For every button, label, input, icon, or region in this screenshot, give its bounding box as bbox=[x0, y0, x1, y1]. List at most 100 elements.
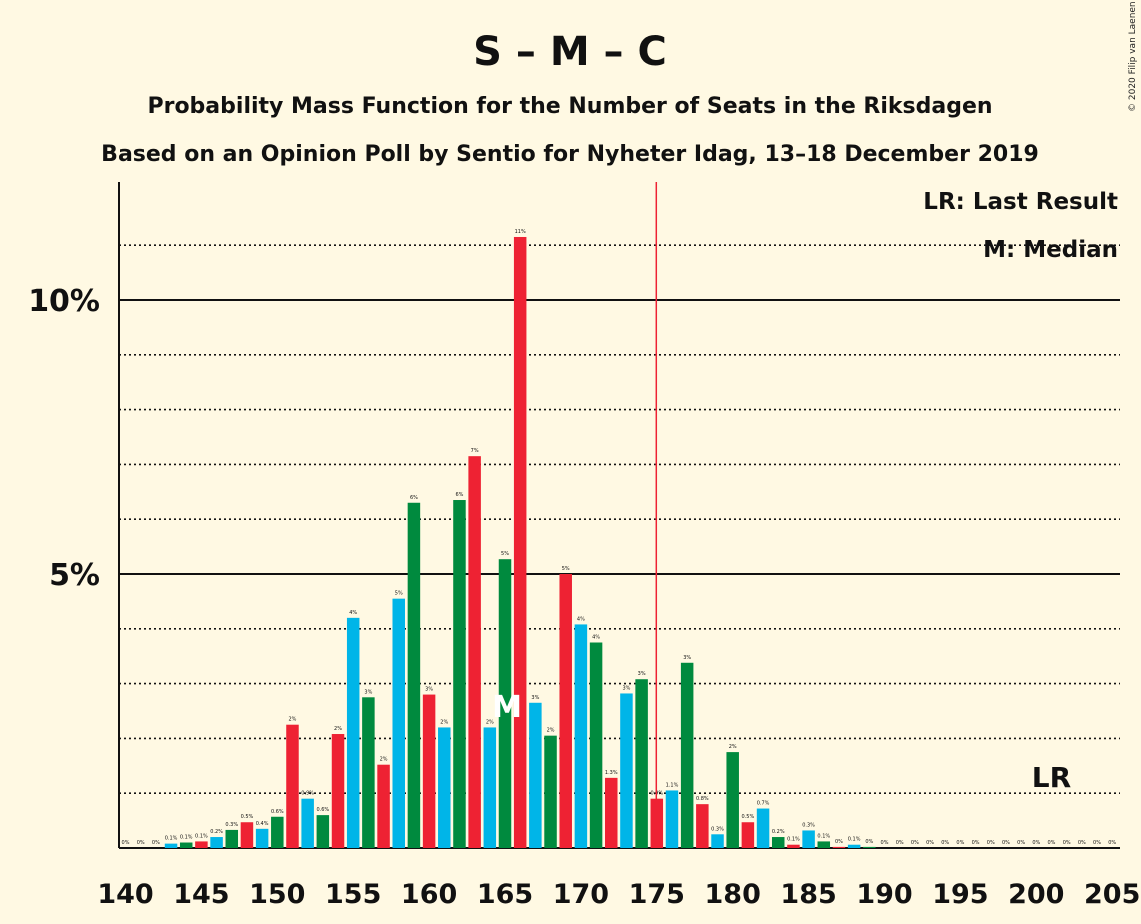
bar-seat-165 bbox=[498, 559, 512, 848]
bar-label-seat-181: 0.5% bbox=[742, 814, 755, 820]
bar-label-seat-145: 0.1% bbox=[195, 833, 208, 839]
bar-seat-149 bbox=[255, 828, 269, 848]
bar-label-seat-165: 5% bbox=[501, 551, 509, 557]
last-result-marker: LR bbox=[1032, 761, 1071, 794]
bar-label-seat-164: 2% bbox=[486, 719, 494, 725]
bar-seat-171 bbox=[589, 642, 603, 848]
bar-seat-174 bbox=[635, 679, 648, 848]
bar-label-seat-205: 0% bbox=[1108, 840, 1116, 846]
bar-seat-184 bbox=[787, 844, 800, 848]
bar-seat-169 bbox=[559, 574, 572, 848]
bar-seat-181 bbox=[741, 822, 755, 848]
x-tick-label: 145 bbox=[173, 879, 229, 910]
bar-seat-188 bbox=[847, 844, 861, 848]
x-tick-label: 160 bbox=[401, 879, 457, 910]
bar-label-seat-193: 0% bbox=[926, 840, 934, 846]
bar-label-seat-171: 4% bbox=[592, 635, 600, 641]
bar-label-seat-161: 2% bbox=[440, 719, 448, 725]
bar-seat-150 bbox=[271, 816, 284, 848]
bar-label-seat-166: 11% bbox=[515, 229, 526, 235]
bar-label-seat-197: 0% bbox=[987, 840, 995, 846]
y-axis-ticks: 5% 10% bbox=[28, 284, 100, 593]
bar-seat-189 bbox=[863, 846, 876, 848]
bar-label-seat-182: 0.7% bbox=[757, 801, 770, 807]
bar-seat-185 bbox=[802, 830, 815, 848]
median-marker: M bbox=[492, 690, 522, 725]
bar-label-seat-178: 0.8% bbox=[696, 796, 709, 802]
bar-seat-146 bbox=[210, 837, 223, 848]
bar-label-seat-201: 0% bbox=[1048, 840, 1056, 846]
bar-seat-143 bbox=[164, 843, 178, 848]
bar-label-seat-143: 0.1% bbox=[165, 836, 178, 842]
bars-group bbox=[164, 236, 876, 849]
bar-seat-158 bbox=[392, 598, 405, 848]
bar-seat-144 bbox=[179, 842, 193, 848]
bar-seat-148 bbox=[240, 822, 254, 848]
bar-value-labels: 0% 0% 0%0.1% 0.1% 0.1%0.2%0.3%0.5%0.4%0.6%2%… bbox=[122, 229, 1117, 846]
bar-label-seat-149: 0.4% bbox=[256, 821, 269, 827]
bar-label-seat-195: 0% bbox=[956, 840, 964, 846]
x-tick-label: 195 bbox=[932, 879, 988, 910]
bar-label-seat-184: 0.1% bbox=[787, 837, 800, 843]
bar-label-seat-141: 0% bbox=[137, 840, 145, 846]
bar-seat-182 bbox=[756, 808, 770, 848]
bar-label-seat-188: 0.1% bbox=[848, 837, 861, 843]
bar-seat-166 bbox=[513, 236, 527, 849]
x-tick-label: 205 bbox=[1084, 879, 1140, 910]
bar-label-seat-192: 0% bbox=[911, 840, 919, 846]
x-tick-label: 150 bbox=[249, 879, 305, 910]
bar-seat-151 bbox=[286, 724, 299, 848]
chart-title: S – M – C bbox=[473, 29, 667, 75]
bar-label-seat-177: 3% bbox=[683, 655, 691, 661]
bar-seat-163 bbox=[468, 456, 481, 848]
x-tick-label: 155 bbox=[325, 879, 381, 910]
copyright-credit: © 2020 Filip van Laenen bbox=[1128, 1, 1138, 112]
bar-label-seat-174: 3% bbox=[638, 671, 646, 677]
bar-seat-177 bbox=[680, 662, 694, 848]
x-tick-label: 190 bbox=[856, 879, 912, 910]
x-tick-label: 180 bbox=[705, 879, 761, 910]
x-axis-ticks: 140 145 150 155 160 165 170 175 180 185 190 195 200 2… bbox=[97, 879, 1140, 910]
bar-label-seat-198: 0% bbox=[1002, 840, 1010, 846]
bar-label-seat-150: 0.6% bbox=[271, 809, 284, 815]
bar-label-seat-154: 2% bbox=[334, 726, 342, 732]
bar-label-seat-194: 0% bbox=[941, 840, 949, 846]
bar-label-seat-176: 1.1% bbox=[666, 782, 679, 788]
grid-lines bbox=[119, 244, 1120, 849]
bar-label-seat-140: 0% bbox=[122, 840, 130, 846]
bar-seat-179 bbox=[711, 834, 724, 848]
bar-label-seat-142: 0% bbox=[152, 840, 160, 846]
x-tick-label: 185 bbox=[780, 879, 836, 910]
x-tick-label: 140 bbox=[97, 879, 153, 910]
legend-entry-last-result: LR: Last Result bbox=[923, 189, 1118, 215]
bar-label-seat-148: 0.5% bbox=[241, 814, 254, 820]
bar-label-seat-187: 0% bbox=[835, 839, 843, 845]
bar-label-seat-151: 2% bbox=[289, 717, 297, 723]
bar-label-seat-160: 3% bbox=[425, 687, 433, 693]
bar-seat-180 bbox=[726, 752, 739, 848]
bar-label-seat-168: 2% bbox=[547, 728, 555, 734]
bar-seat-155 bbox=[346, 617, 360, 848]
bar-seat-168 bbox=[544, 735, 557, 848]
y-tick-label: 5% bbox=[49, 558, 100, 593]
bar-label-seat-191: 0% bbox=[896, 840, 904, 846]
bar-label-seat-190: 0% bbox=[881, 840, 889, 846]
bar-seat-147 bbox=[225, 829, 239, 848]
bar-seat-170 bbox=[574, 624, 588, 848]
bar-seat-167 bbox=[529, 702, 542, 848]
bar-label-seat-196: 0% bbox=[972, 840, 980, 846]
bar-label-seat-169: 5% bbox=[562, 566, 570, 572]
bar-seat-183 bbox=[771, 837, 785, 848]
bar-seat-154 bbox=[331, 734, 345, 848]
bar-label-seat-144: 0.1% bbox=[180, 835, 193, 841]
bar-label-seat-156: 3% bbox=[364, 689, 372, 695]
bar-label-seat-163: 7% bbox=[471, 448, 479, 454]
bar-label-seat-172: 1.3% bbox=[605, 770, 618, 776]
bar-seat-187 bbox=[832, 846, 846, 848]
bar-label-seat-146: 0.2% bbox=[210, 829, 223, 835]
bar-label-seat-158: 5% bbox=[395, 591, 403, 597]
bar-label-seat-152: 0.9% bbox=[301, 791, 314, 797]
bar-label-seat-183: 0.2% bbox=[772, 829, 785, 835]
bar-seat-172 bbox=[605, 777, 618, 848]
